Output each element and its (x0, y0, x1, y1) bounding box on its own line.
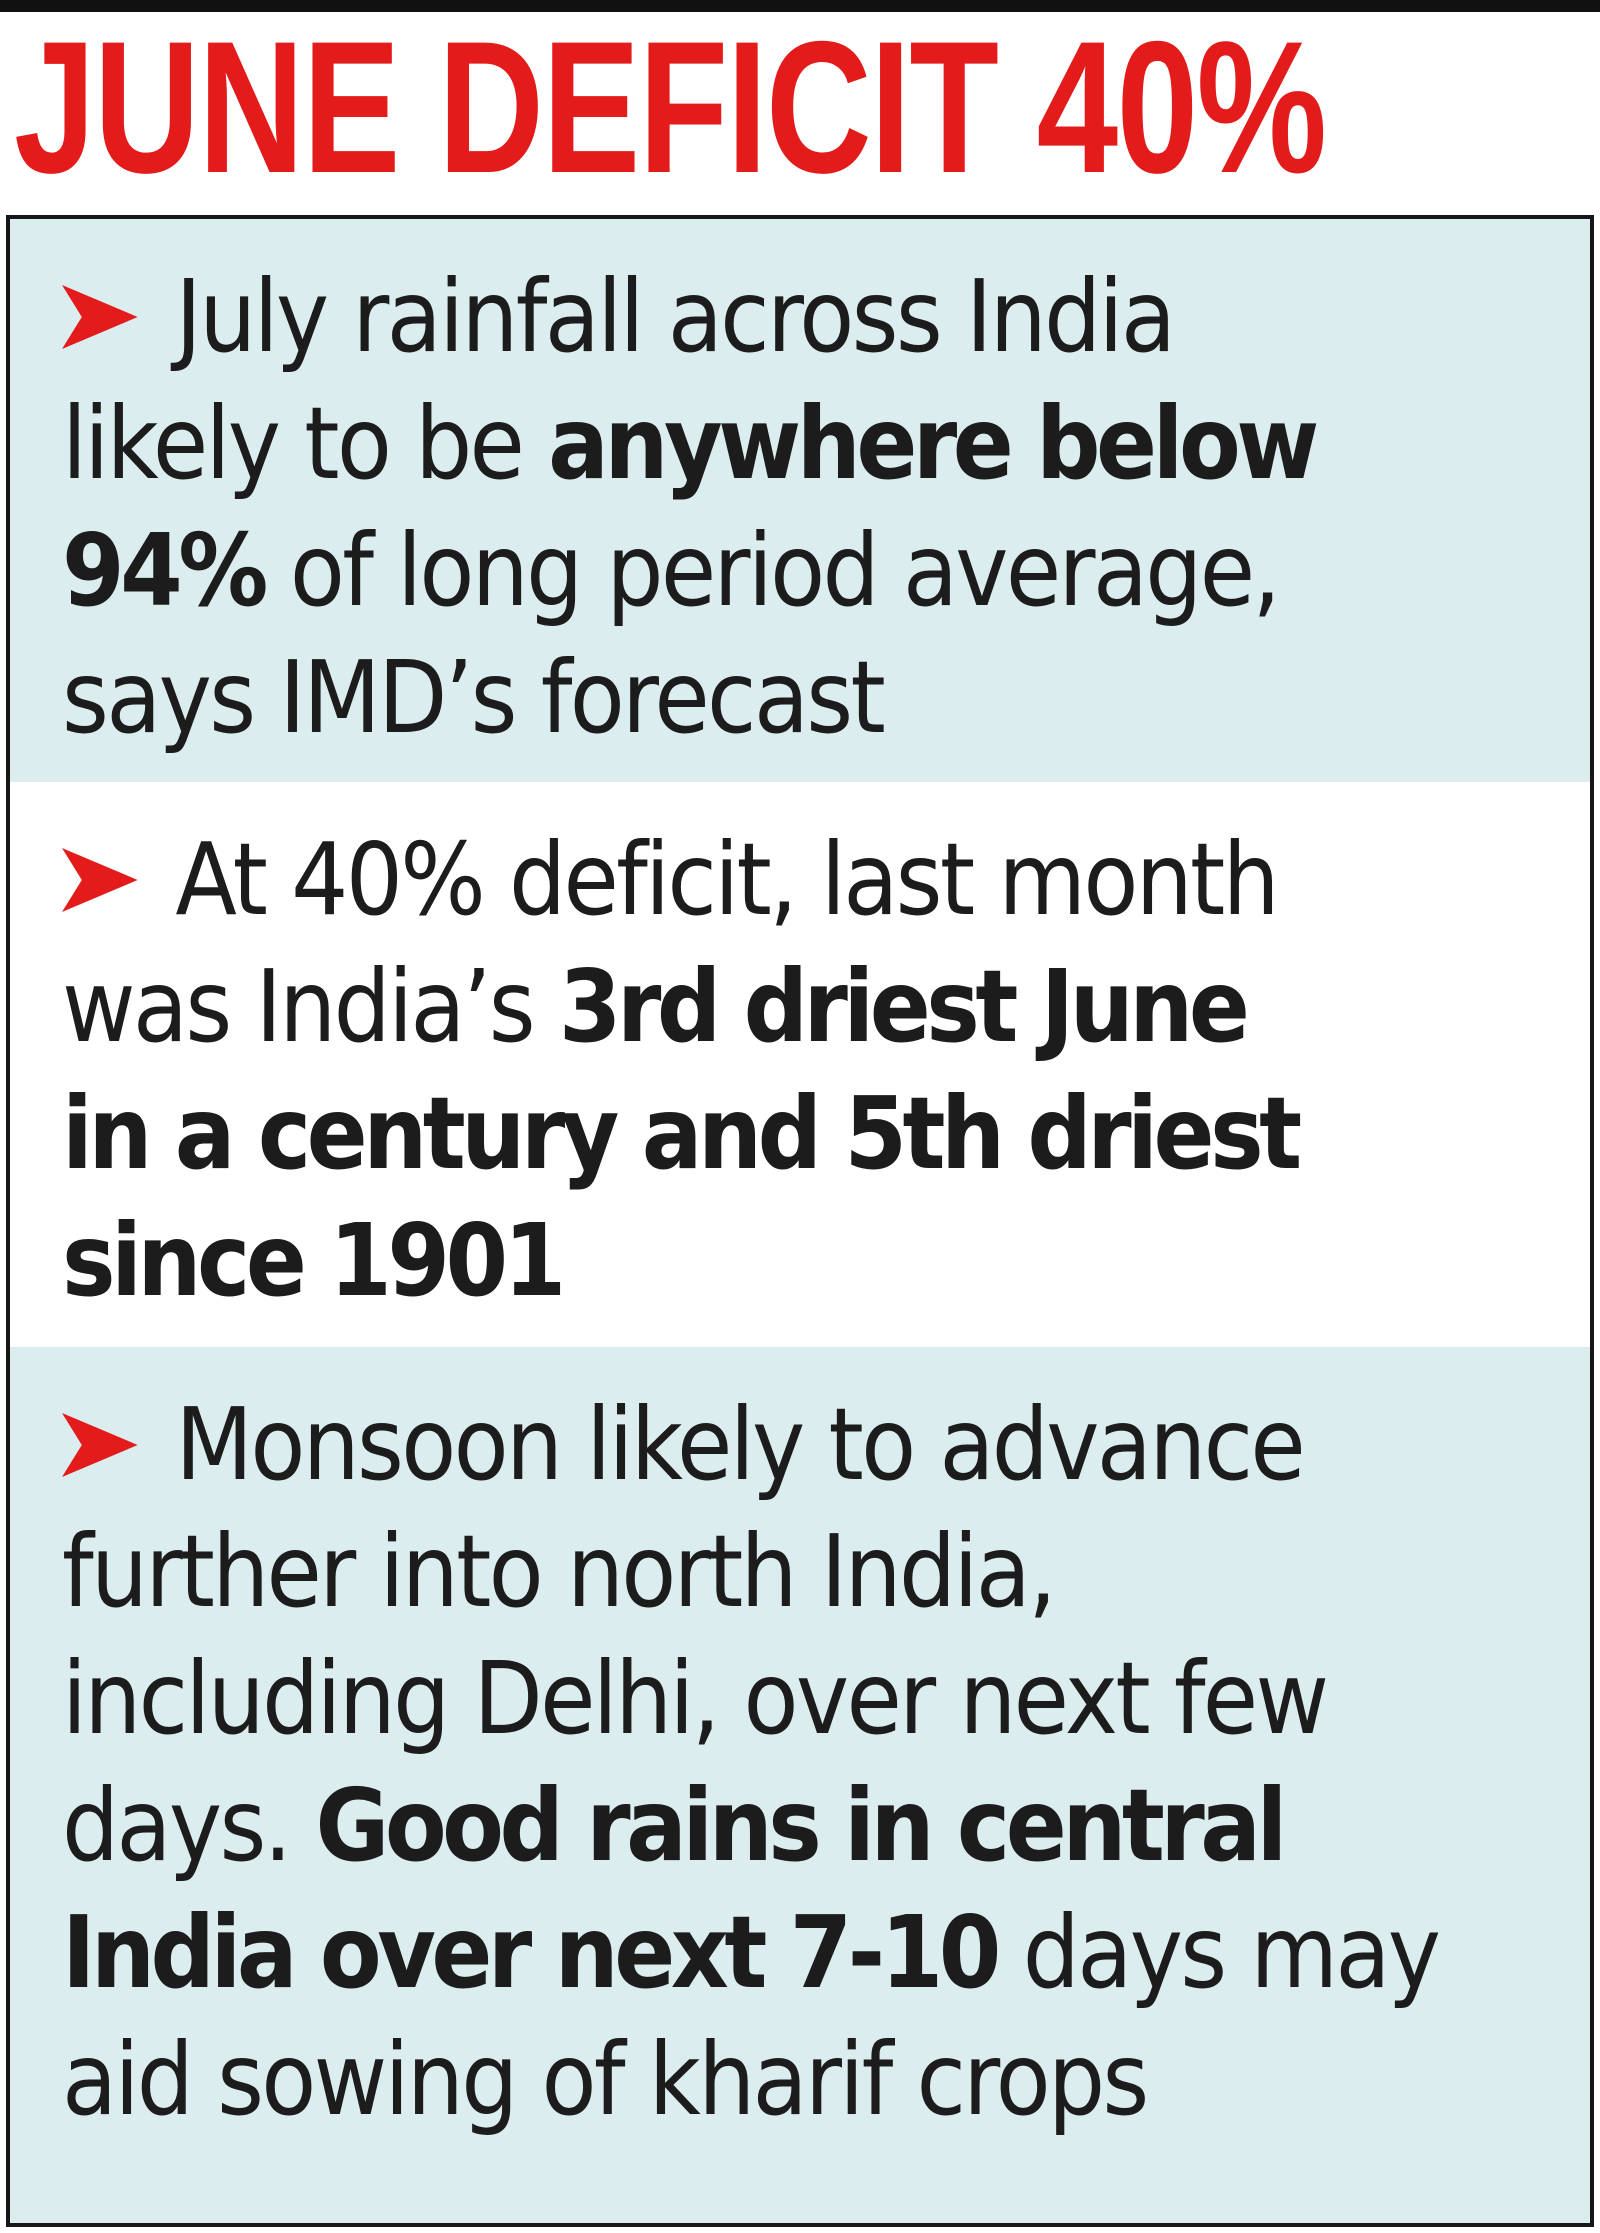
bullet-line: At 40% deficit, last month (62, 816, 1538, 943)
bullet-segment: days may (996, 1894, 1441, 2011)
bullet-segment: further into north India, (62, 1513, 1057, 1630)
headline: JUNE DEFICIT 40% (14, 2, 1327, 212)
bullet-line: since 1901 (62, 1197, 1538, 1324)
bullet-segment-bold: 94% (62, 512, 268, 629)
bullet-line: India over next 7-10 days may (62, 1889, 1538, 2016)
bullet-segment: was India’s (62, 948, 559, 1065)
bullet-segment-bold: 3rd driest June (558, 948, 1250, 1065)
bullet-segment-bold: in a century and 5th driest (62, 1075, 1302, 1192)
bullet-segment: July rainfall across India (175, 258, 1176, 375)
bullet-item: July rainfall across India likely to be … (10, 219, 1590, 782)
arrowhead-icon (62, 285, 138, 349)
bullet-text: At 40% deficit, last month was India’s 3… (62, 816, 1538, 1324)
bullet-line: days. Good rains in central (62, 1762, 1538, 1889)
bullet-item: At 40% deficit, last month was India’s 3… (10, 782, 1590, 1347)
facts-box: July rainfall across India likely to be … (6, 215, 1594, 2227)
bullet-text: Monsoon likely to advance further into n… (62, 1381, 1538, 2143)
bullet-line: 94% of long period average, (62, 507, 1538, 634)
bullet-segment: aid sowing of kharif crops (62, 2021, 1149, 2138)
bullet-segment-bold: since 1901 (62, 1202, 566, 1319)
bullet-line: including Delhi, over next few (62, 1635, 1538, 1762)
bullet-line: in a century and 5th driest (62, 1070, 1538, 1197)
bullet-line: likely to be anywhere below (62, 380, 1538, 507)
top-rule (0, 0, 1600, 12)
bullet-segment-bold: India over next 7-10 (62, 1894, 1001, 2011)
arrowhead-icon (62, 848, 138, 912)
bullet-segment-bold: anywhere below (548, 385, 1319, 502)
bullet-segment: days. (62, 1767, 316, 1884)
bullet-text: July rainfall across India likely to be … (62, 253, 1538, 761)
bullet-line: aid sowing of kharif crops (62, 2016, 1538, 2143)
bullet-segment: including Delhi, over next few (62, 1640, 1329, 1757)
bullet-line: July rainfall across India (62, 253, 1538, 380)
bullet-line: was India’s 3rd driest June (62, 943, 1538, 1070)
bullet-line: Monsoon likely to advance (62, 1381, 1538, 1508)
bullet-segment: At 40% deficit, last month (175, 821, 1279, 938)
bullet-segment-bold: Good rains in central (315, 1767, 1287, 1884)
bullet-segment: of long period average, (263, 512, 1281, 629)
bullet-segment: says IMD’s forecast (62, 639, 886, 756)
bullet-segment: Monsoon likely to advance (175, 1386, 1305, 1503)
bullet-line: further into north India, (62, 1508, 1538, 1635)
bullet-item: Monsoon likely to advance further into n… (10, 1347, 1590, 2223)
arrowhead-icon (62, 1413, 138, 1477)
bullet-segment: likely to be (62, 385, 549, 502)
bullet-line: says IMD’s forecast (62, 634, 1538, 761)
